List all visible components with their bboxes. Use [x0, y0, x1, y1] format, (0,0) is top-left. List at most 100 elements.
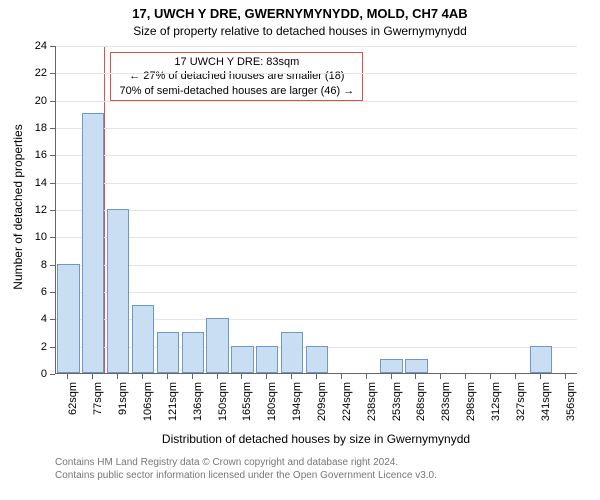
ytick-label: 2	[23, 341, 47, 353]
xtick-label: 253sqm	[391, 382, 403, 432]
ytick-mark	[50, 265, 55, 266]
gridline-h	[56, 46, 577, 47]
ytick-mark	[50, 319, 55, 320]
annotation-line1: 17 UWCH Y DRE: 83sqm	[119, 55, 354, 69]
xtick-label: 136sqm	[192, 382, 204, 432]
xtick-label: 106sqm	[142, 382, 154, 432]
annotation-line3: 70% of semi-detached houses are larger (…	[119, 84, 354, 98]
histogram-bar	[405, 359, 427, 373]
ytick-mark	[50, 46, 55, 47]
xtick-mark	[490, 374, 491, 379]
ytick-label: 8	[23, 259, 47, 271]
histogram-bar	[231, 346, 253, 373]
x-axis-label: Distribution of detached houses by size …	[55, 432, 577, 446]
xtick-mark	[217, 374, 218, 379]
xtick-mark	[241, 374, 242, 379]
xtick-mark	[515, 374, 516, 379]
xtick-mark	[415, 374, 416, 379]
xtick-mark	[167, 374, 168, 379]
xtick-mark	[366, 374, 367, 379]
xtick-label: 224sqm	[341, 382, 353, 432]
gridline-h	[56, 183, 577, 184]
chart-title-sub: Size of property relative to detached ho…	[0, 24, 600, 38]
xtick-mark	[192, 374, 193, 379]
xtick-mark	[117, 374, 118, 379]
ytick-mark	[50, 237, 55, 238]
ytick-label: 14	[23, 177, 47, 189]
ytick-label: 22	[23, 67, 47, 79]
xtick-mark	[540, 374, 541, 379]
xtick-label: 327sqm	[515, 382, 527, 432]
ytick-mark	[50, 155, 55, 156]
xtick-label: 209sqm	[316, 382, 328, 432]
ytick-label: 18	[23, 122, 47, 134]
xtick-mark	[266, 374, 267, 379]
annotation-box: 17 UWCH Y DRE: 83sqm ← 27% of detached h…	[110, 52, 363, 101]
ytick-mark	[50, 210, 55, 211]
annotation-line2: ← 27% of detached houses are smaller (18…	[119, 69, 354, 83]
xtick-label: 62sqm	[67, 382, 79, 432]
xtick-label: 77sqm	[92, 382, 104, 432]
histogram-bar	[132, 305, 154, 373]
xtick-label: 194sqm	[291, 382, 303, 432]
xtick-label: 268sqm	[415, 382, 427, 432]
footer-text: Contains HM Land Registry data © Crown c…	[55, 456, 437, 482]
histogram-bar	[157, 332, 179, 373]
ytick-mark	[50, 374, 55, 375]
footer-line1: Contains HM Land Registry data © Crown c…	[55, 456, 437, 469]
ytick-label: 0	[23, 368, 47, 380]
xtick-label: 283sqm	[440, 382, 452, 432]
xtick-mark	[316, 374, 317, 379]
xtick-label: 356sqm	[565, 382, 577, 432]
histogram-bar	[306, 346, 328, 373]
histogram-bar	[107, 209, 129, 373]
plot-area: 17 UWCH Y DRE: 83sqm ← 27% of detached h…	[55, 46, 577, 374]
footer-line2: Contains public sector information licen…	[55, 469, 437, 482]
xtick-label: 165sqm	[241, 382, 253, 432]
ytick-label: 16	[23, 149, 47, 161]
xtick-mark	[92, 374, 93, 379]
histogram-bar	[530, 346, 552, 373]
ytick-label: 24	[23, 40, 47, 52]
gridline-h	[56, 128, 577, 129]
xtick-mark	[142, 374, 143, 379]
xtick-mark	[391, 374, 392, 379]
xtick-label: 298sqm	[465, 382, 477, 432]
histogram-bar	[281, 332, 303, 373]
gridline-h	[56, 237, 577, 238]
gridline-h	[56, 101, 577, 102]
histogram-bar	[206, 318, 228, 373]
gridline-h	[56, 292, 577, 293]
ytick-mark	[50, 183, 55, 184]
xtick-mark	[341, 374, 342, 379]
ytick-label: 20	[23, 95, 47, 107]
histogram-bar	[182, 332, 204, 373]
xtick-label: 341sqm	[540, 382, 552, 432]
ytick-label: 4	[23, 313, 47, 325]
ytick-mark	[50, 292, 55, 293]
ytick-mark	[50, 101, 55, 102]
ytick-label: 12	[23, 204, 47, 216]
ytick-mark	[50, 73, 55, 74]
gridline-h	[56, 210, 577, 211]
xtick-mark	[67, 374, 68, 379]
gridline-h	[56, 155, 577, 156]
ytick-label: 10	[23, 231, 47, 243]
histogram-bar	[57, 264, 79, 373]
xtick-mark	[291, 374, 292, 379]
xtick-label: 91sqm	[117, 382, 129, 432]
histogram-bar	[256, 346, 278, 373]
ytick-mark	[50, 347, 55, 348]
histogram-bar	[82, 113, 104, 373]
ytick-mark	[50, 128, 55, 129]
xtick-label: 150sqm	[217, 382, 229, 432]
xtick-mark	[465, 374, 466, 379]
xtick-label: 121sqm	[167, 382, 179, 432]
gridline-h	[56, 73, 577, 74]
chart-title-main: 17, UWCH Y DRE, GWERNYMYNYDD, MOLD, CH7 …	[0, 6, 600, 21]
xtick-mark	[440, 374, 441, 379]
gridline-h	[56, 265, 577, 266]
xtick-label: 312sqm	[490, 382, 502, 432]
xtick-mark	[565, 374, 566, 379]
histogram-bar	[380, 359, 402, 373]
